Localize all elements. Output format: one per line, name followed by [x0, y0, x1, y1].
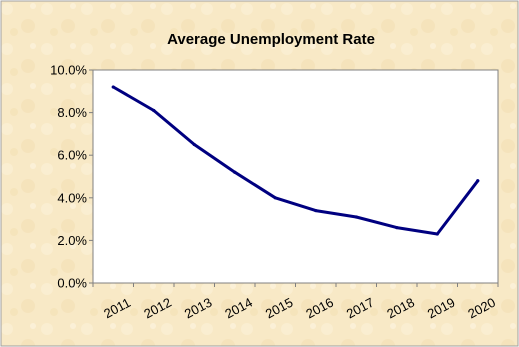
- y-tick-label: 8.0%: [57, 105, 87, 120]
- data-point: [152, 108, 156, 113]
- y-tick-label: 4.0%: [57, 190, 87, 205]
- chart-title: Average Unemployment Rate: [167, 31, 375, 48]
- data-point: [435, 232, 439, 236]
- data-point: [273, 196, 277, 200]
- data-point: [476, 179, 480, 183]
- series-line: [111, 85, 480, 236]
- data-point: [192, 142, 196, 147]
- plot-area: [92, 69, 499, 284]
- y-tick-label: 0.0%: [57, 276, 87, 291]
- y-tick-label: 6.0%: [57, 148, 87, 163]
- y-axis: 0.0% 2.0% 4.0% 6.0% 8.0% 10.0%: [50, 63, 93, 291]
- y-tick-label: 10.0%: [50, 63, 87, 78]
- data-point: [395, 226, 399, 230]
- data-point: [233, 170, 237, 174]
- data-point: [354, 215, 358, 219]
- data-point: [314, 208, 318, 213]
- y-tick-label: 2.0%: [57, 233, 87, 248]
- data-point: [111, 85, 115, 89]
- series-layer: [111, 85, 480, 236]
